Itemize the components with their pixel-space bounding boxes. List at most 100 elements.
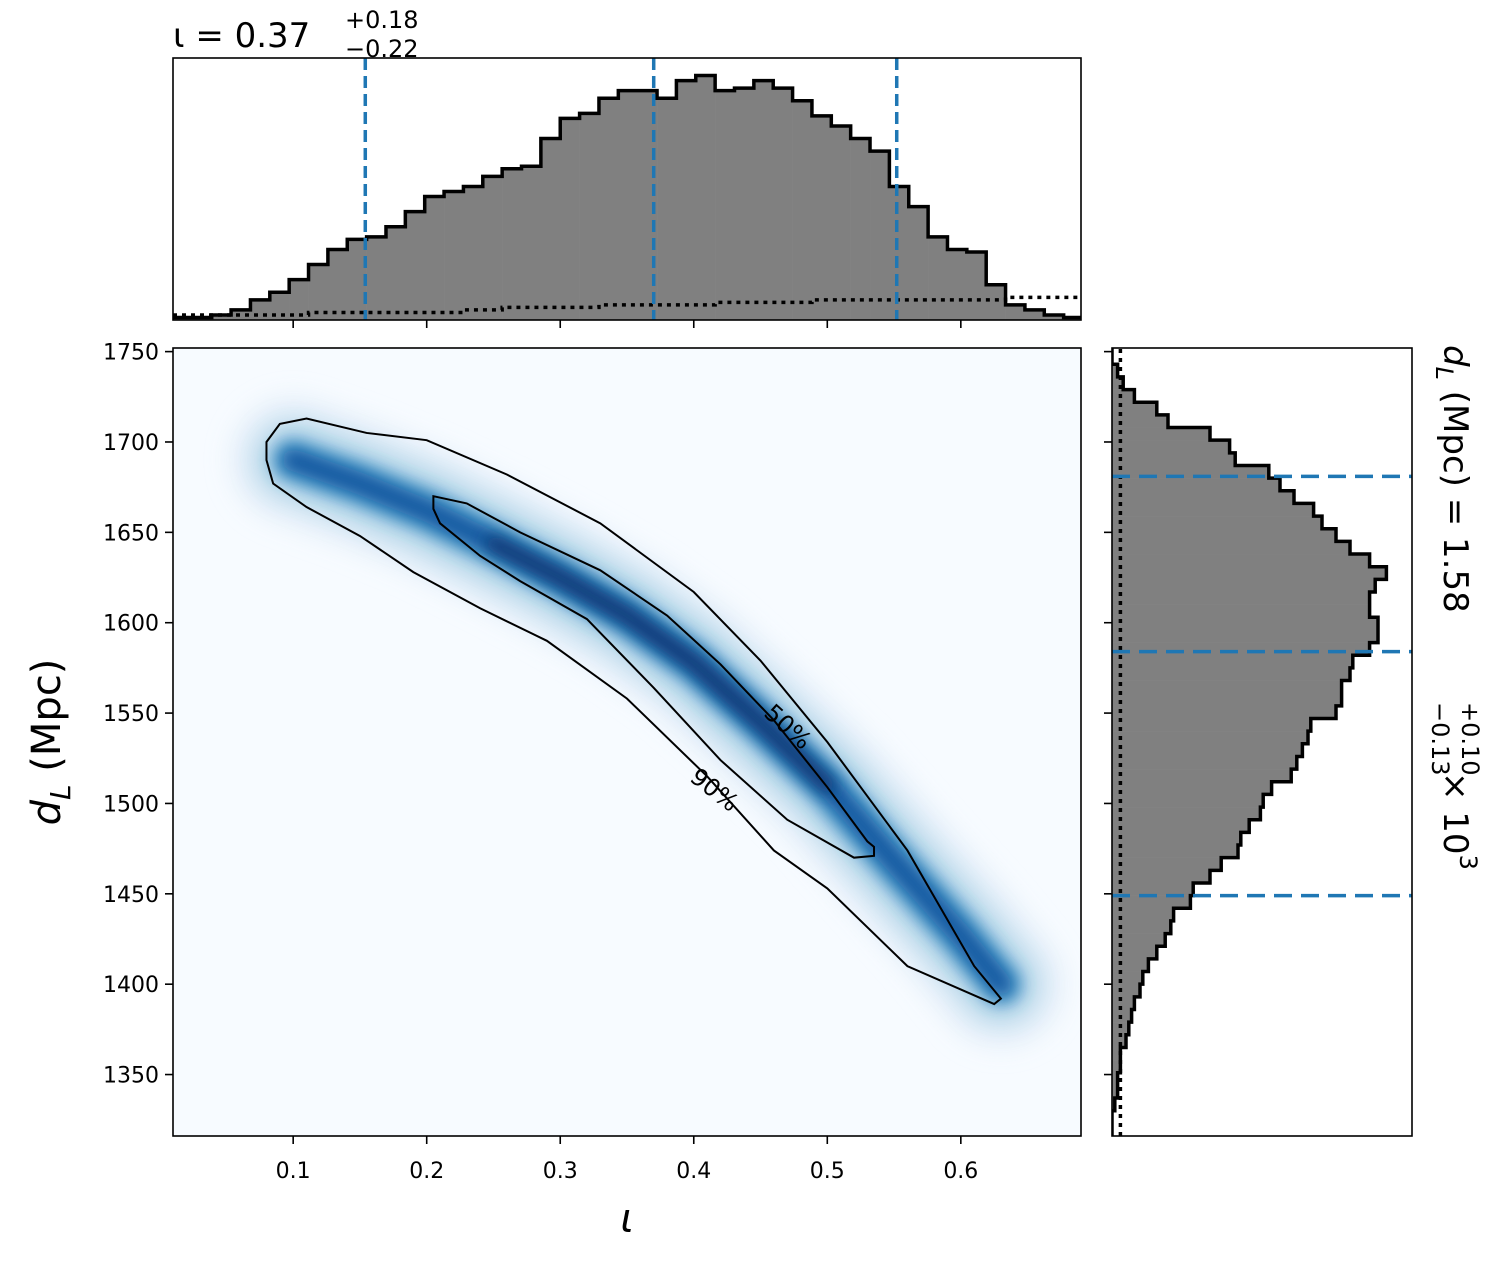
top-hist-bar [366, 236, 387, 320]
right-hist-bar [1112, 908, 1174, 922]
right-title-symbol: d [1435, 345, 1475, 367]
right-hist-bar [1112, 756, 1297, 770]
top-hist-bar [269, 292, 290, 320]
top-hist-bar [831, 125, 851, 320]
y-tick-label: 1550 [103, 702, 159, 727]
right-hist-bar [1112, 769, 1292, 783]
right-hist-bar [1112, 920, 1171, 934]
top-hist-bar [444, 191, 464, 320]
right-hist-bar [1112, 1072, 1118, 1086]
x-tick-label: 0.1 [276, 1159, 311, 1184]
top-hist-bar [385, 226, 406, 320]
top-hist-bar [482, 176, 503, 320]
right-hist-bar [1112, 579, 1376, 593]
top-hist-bar [1024, 309, 1045, 320]
svg-text:× 103: × 103 [1435, 772, 1482, 870]
right-hist-bar [1112, 427, 1210, 441]
top-hist-bar [889, 186, 910, 320]
right-hist-bar [1112, 503, 1314, 517]
right-title-multiplier: × 10 [1435, 772, 1475, 855]
top-hist-bar [502, 168, 522, 320]
y-axis-label: dL (Mpc) [24, 659, 77, 826]
y-tick-label: 1400 [103, 973, 159, 998]
right-hist-bar [1112, 845, 1238, 858]
top-panel-title: ι = 0.37 [173, 16, 310, 56]
right-hist-bar [1112, 1060, 1121, 1074]
top-hist-bar [773, 88, 793, 320]
right-hist-outline [1112, 348, 1389, 1136]
right-hist-bar [1112, 465, 1269, 479]
right-hist-bar [1112, 642, 1370, 656]
right-hist-bar [1112, 895, 1191, 909]
top-marginal-panel: ι = 0.37 +0.18 −0.22 [172, 6, 1082, 328]
right-hist-bar [1112, 667, 1350, 681]
right-hist-bar [1112, 946, 1157, 960]
top-hist-bar [347, 239, 367, 320]
top-panel-frame [172, 57, 1082, 321]
x-tick-label: 0.4 [676, 1159, 711, 1184]
right-hist-bar [1112, 402, 1157, 416]
top-hist-bar [540, 138, 561, 320]
top-hist-bar [250, 299, 271, 320]
contour-50 [432, 494, 876, 859]
right-hist-bar [1112, 629, 1378, 643]
top-hist-bar [947, 249, 968, 320]
x-tick-label: 0.6 [943, 1159, 978, 1184]
right-hist-bar [1112, 617, 1378, 631]
right-hist-bar [1112, 414, 1168, 428]
right-hist-bar [1112, 705, 1336, 719]
right-hist-bar [1112, 478, 1280, 492]
top-hist-bar [695, 75, 716, 320]
right-hist-bar [1112, 566, 1387, 580]
contour-90 [265, 417, 1003, 1006]
top-hist-bar [1044, 314, 1064, 320]
top-hist-bar [560, 118, 580, 320]
y-tick-label: 1600 [103, 612, 159, 637]
joint-panel-frame [172, 347, 1082, 1137]
top-hist-bar [308, 264, 329, 320]
right-hist-bar [1112, 1085, 1118, 1099]
x-tick-label: 0.3 [543, 1159, 578, 1184]
right-hist-bar [1112, 933, 1166, 947]
top-hist-bar [618, 90, 638, 320]
top-hist-bar [753, 80, 774, 320]
x-tick-label: 0.5 [810, 1159, 845, 1184]
right-hist-bar [1112, 554, 1370, 567]
right-title-sub: −0.13 [1426, 702, 1454, 776]
right-panel-frame [1111, 347, 1413, 1137]
y-axis-label-subscript: L [44, 784, 77, 800]
right-hist-bar [1112, 655, 1353, 669]
top-hist-bar [908, 206, 929, 320]
density-core [485, 535, 836, 794]
y-tick-label: 1350 [103, 1064, 159, 1089]
right-hist-bar [1112, 794, 1264, 808]
svg-text:dL (Mpc) = 1.58: dL (Mpc) = 1.58 [1430, 345, 1475, 613]
right-hist-bar [1112, 604, 1370, 618]
right-hist-bar [1112, 870, 1210, 884]
right-hist-bar [1112, 364, 1118, 378]
x-axis-label: ι [620, 1196, 634, 1242]
right-hist-bar [1112, 528, 1336, 542]
right-hist-bar [1112, 984, 1140, 998]
right-hist-bar [1112, 718, 1311, 732]
right-hist-bar [1112, 1034, 1126, 1048]
right-hist-bar [1112, 389, 1135, 403]
right-hist-bar [1112, 440, 1230, 454]
right-hist-bar [1112, 857, 1222, 871]
right-hist-bar [1112, 452, 1236, 466]
x-tick-label: 0.2 [409, 1159, 444, 1184]
top-hist-bar [521, 166, 542, 320]
top-hist-bar [289, 279, 309, 320]
top-hist-bar [657, 98, 677, 320]
top-hist-bar [424, 196, 445, 320]
top-hist-bar [211, 314, 232, 320]
right-hist-bar [1112, 971, 1143, 985]
top-hist-bar [870, 151, 890, 320]
right-hist-bar [1112, 882, 1194, 896]
top-hist-bar [327, 249, 348, 320]
right-hist-bar [1112, 490, 1294, 504]
top-hist-bar [986, 284, 1006, 320]
right-hist-bar [1112, 743, 1303, 757]
y-tick-label: 1500 [103, 792, 159, 817]
